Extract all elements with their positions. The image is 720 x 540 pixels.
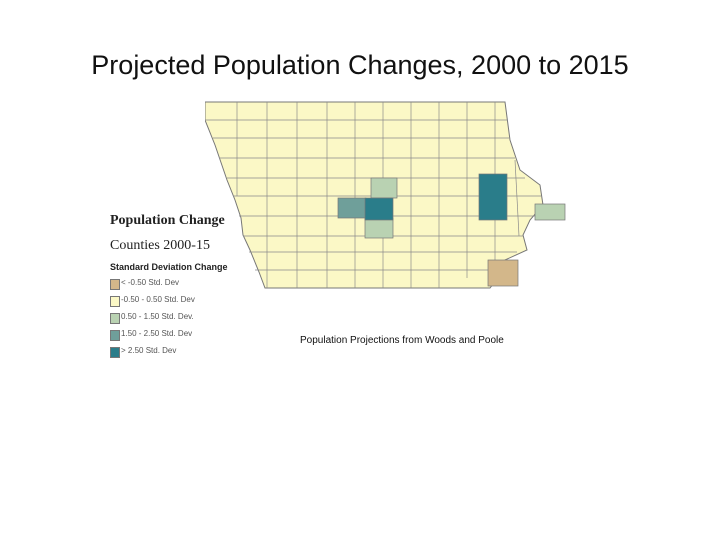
legend-title: Population Change (110, 213, 229, 229)
legend-label: > 2.50 Std. Dev (121, 346, 177, 355)
legend-swatch-cream (110, 296, 120, 307)
county-map-svg (205, 101, 566, 289)
legend-swatch-mid-teal (110, 330, 120, 341)
slide-title: Projected Population Changes, 2000 to 20… (91, 50, 629, 80)
legend-subtitle: Counties 2000-15 (110, 238, 210, 253)
county-dark-teal-polk (364, 197, 394, 221)
legend-label: 1.50 - 2.50 Std. Dev (121, 329, 193, 338)
county-grid (205, 102, 541, 288)
legend-label: -0.50 - 0.50 Std. Dev (121, 295, 195, 304)
legend-label: < -0.50 Std. Dev (121, 278, 180, 287)
county-mid-teal-west (337, 197, 367, 219)
county-light-green-south (364, 217, 394, 239)
county-light-green-east (534, 203, 566, 221)
county-dark-teal-linn (478, 173, 508, 221)
county-tan-southeast (487, 259, 519, 287)
legend-swatch-tan (110, 279, 120, 290)
source-note: Population Projections from Woods and Po… (300, 335, 504, 346)
legend-label: 0.50 - 1.50 Std. Dev. (121, 312, 194, 321)
legend-swatch-light-green (110, 313, 120, 324)
legend-swatch-dark-teal (110, 347, 120, 358)
iowa-county-map (205, 100, 575, 290)
legend-heading: Standard Deviation Change (110, 262, 228, 272)
county-light-green-north (370, 177, 398, 199)
